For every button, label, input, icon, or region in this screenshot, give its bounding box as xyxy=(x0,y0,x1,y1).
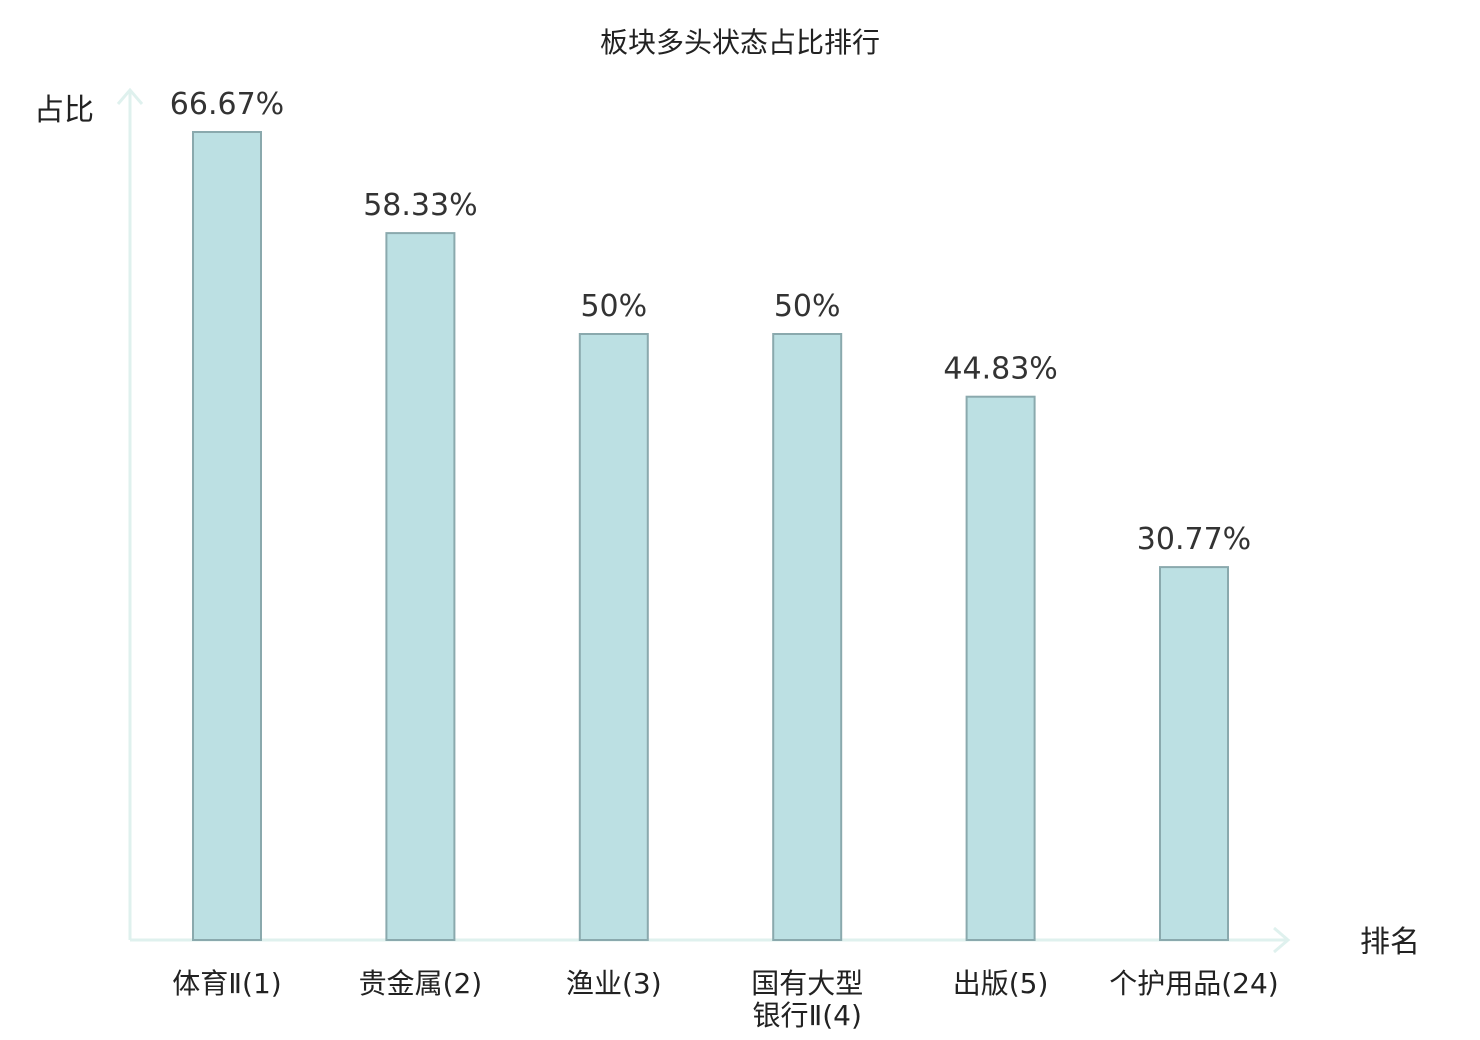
value-labels: 66.67% 58.33% 50% 50% 44.83% 30.77% xyxy=(170,87,1251,557)
y-axis-label: 占比 xyxy=(34,93,94,128)
bar xyxy=(965,395,1036,941)
category-label: 渔业(3) xyxy=(566,967,662,1000)
bar-value-label: 50% xyxy=(774,289,841,324)
category-label: 贵金属(2) xyxy=(359,967,483,1000)
category-label: 体育Ⅱ(1) xyxy=(172,967,281,1000)
category-label: 国有大型银行Ⅱ(4) xyxy=(751,967,863,1032)
axes xyxy=(116,87,1291,954)
x-axis-label: 排名 xyxy=(1360,925,1420,960)
bar xyxy=(578,333,649,941)
y-axis-arrow-icon xyxy=(116,87,144,105)
bar-value-label: 44.83% xyxy=(943,352,1057,387)
bar-value-label: 58.33% xyxy=(363,188,477,223)
bar xyxy=(1159,566,1229,941)
bar-value-label: 66.67% xyxy=(170,87,284,122)
bar xyxy=(385,232,456,942)
x-axis-arrow-icon xyxy=(1273,926,1291,954)
bar-value-label: 50% xyxy=(580,289,647,324)
category-label: 个护用品(24) xyxy=(1109,967,1278,1000)
bar-value-label: 30.77% xyxy=(1137,522,1251,557)
chart-title: 板块多头状态占比排行 xyxy=(600,26,880,59)
category-label: 出版(5) xyxy=(953,967,1049,1000)
bar-series xyxy=(192,131,1229,942)
category-labels: 体育Ⅱ(1) 贵金属(2) 渔业(3) 国有大型银行Ⅱ(4) 出版(5) 个护用品(24) xyxy=(172,967,1278,1032)
bar xyxy=(192,131,262,941)
bar xyxy=(772,333,843,941)
